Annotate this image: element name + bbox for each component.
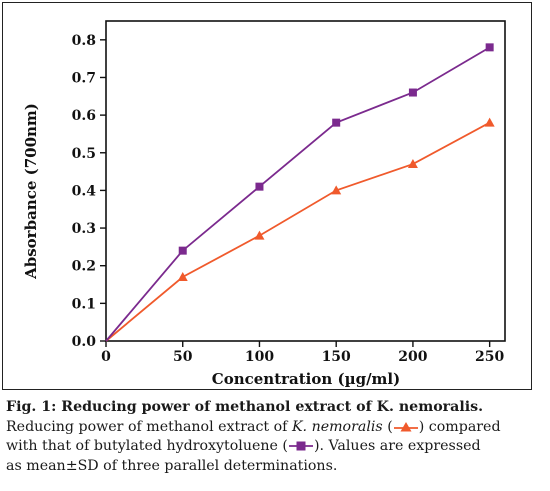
data-point-bht <box>255 182 264 191</box>
data-point-bht <box>178 246 187 255</box>
figure-caption: Fig. 1: Reducing power of methanol extra… <box>6 398 546 476</box>
x-tick-label: 100 <box>245 349 274 365</box>
y-tick-label: 0.8 <box>72 33 96 49</box>
legend-square-icon <box>288 441 313 451</box>
caption-text: Reducing power of methanol extract of <box>6 418 292 435</box>
axes: 0 50 100 150 200 250 0.0 0.1 0.2 0.3 0.4 0.5 0.6 0.7 0… <box>72 20 506 365</box>
caption-text: with that of butylated hydroxytoluene ( <box>6 438 288 454</box>
plot-area-border <box>105 20 506 342</box>
y-tick-label: 0.7 <box>72 70 96 86</box>
y-tick-label: 0.3 <box>72 221 96 237</box>
data-point-extract <box>331 185 342 195</box>
legend-triangle-icon <box>393 421 418 431</box>
x-tick-label: 0 <box>101 349 111 365</box>
caption-text: ). Values are expressed <box>313 438 481 454</box>
caption-line-1: Fig. 1: Reducing power of methanol extra… <box>6 398 546 418</box>
x-axis-title: Concentration (µg/ml) <box>212 370 400 388</box>
caption-line-2: Reducing power of methanol extract of K.… <box>6 418 546 438</box>
x-tick-label: 200 <box>398 349 427 365</box>
data-point-bht <box>332 118 341 127</box>
y-tick-label: 0.2 <box>72 259 96 275</box>
data-point-bht <box>485 43 494 52</box>
data-point-extract <box>484 117 495 127</box>
data-point-extract <box>407 159 418 169</box>
series-line-bht <box>105 46 491 342</box>
x-tick-label: 250 <box>475 349 504 365</box>
data-point-extract <box>254 230 265 240</box>
caption-text: ) compared <box>418 418 501 435</box>
y-tick-label: 0.1 <box>72 296 96 312</box>
series-layer <box>105 43 495 342</box>
caption-text: ( <box>382 418 393 435</box>
caption-species: K. nemoralis <box>291 418 383 435</box>
caption-line-4: as mean±SD of three parallel determinati… <box>6 457 546 477</box>
figure-frame <box>2 2 532 390</box>
x-tick-label: 50 <box>173 349 193 365</box>
y-tick-label: 0.5 <box>72 146 96 162</box>
chart: 0 50 100 150 200 250 0.0 0.1 0.2 0.3 0.4 0.5 0.6 0.7 0… <box>22 20 506 388</box>
series-line-extract <box>105 121 491 342</box>
x-tick-label: 150 <box>322 349 351 365</box>
caption-text: as mean±SD of three parallel determinati… <box>6 457 338 474</box>
y-tick-label: 0.0 <box>72 334 97 350</box>
y-axis-title: Absorbance (700nm) <box>22 103 40 280</box>
data-point-extract <box>177 272 188 281</box>
y-tick-label: 0.4 <box>72 183 97 199</box>
y-tick-label: 0.6 <box>72 108 96 124</box>
caption-title: Fig. 1: Reducing power of methanol extra… <box>6 399 484 415</box>
data-point-bht <box>408 88 417 97</box>
caption-line-3: with that of butylated hydroxytoluene ()… <box>6 437 546 457</box>
